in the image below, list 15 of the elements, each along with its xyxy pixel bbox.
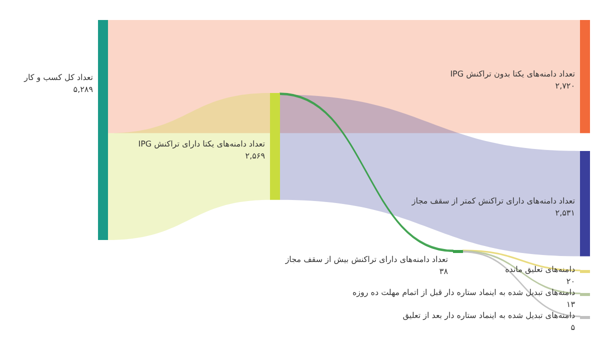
data-label: ۱۳ [566, 300, 576, 309]
category-label: تعداد دامنه‌های دارای تراکنش کمتر از سقف مجاز [410, 196, 575, 206]
data-label: ۵ [570, 323, 575, 332]
category-label: تعداد دامنه‌های یکتا بدون تراکنش IPG [450, 70, 575, 79]
data-label: ۲۰ [566, 277, 575, 286]
category-label: دامنه‌های تبدیل شده به اینماد ستاره دار قبل از اتمام مهلت ده روزه [352, 288, 576, 297]
category-label: تعداد کل کسب و کار [23, 73, 93, 82]
category-label: تعداد دامنه‌های دارای تراکنش بیش از سقف مجاز [284, 255, 448, 264]
data-label: ۲,۵۳۱ [555, 208, 575, 218]
category-label: دامنه‌های تبدیل شده به اینماد ستاره دار بعد از تعلیق [402, 311, 576, 320]
data-label: ۲,۷۲۰ [555, 82, 575, 91]
data-label: ۳۸ [439, 267, 449, 276]
data-label: ۲,۵۶۹ [245, 151, 265, 160]
data-label: ۵,۲۸۹ [73, 85, 93, 94]
category-label: تعداد دامنه‌های یکتا دارای تراکنش IPG [138, 139, 265, 148]
